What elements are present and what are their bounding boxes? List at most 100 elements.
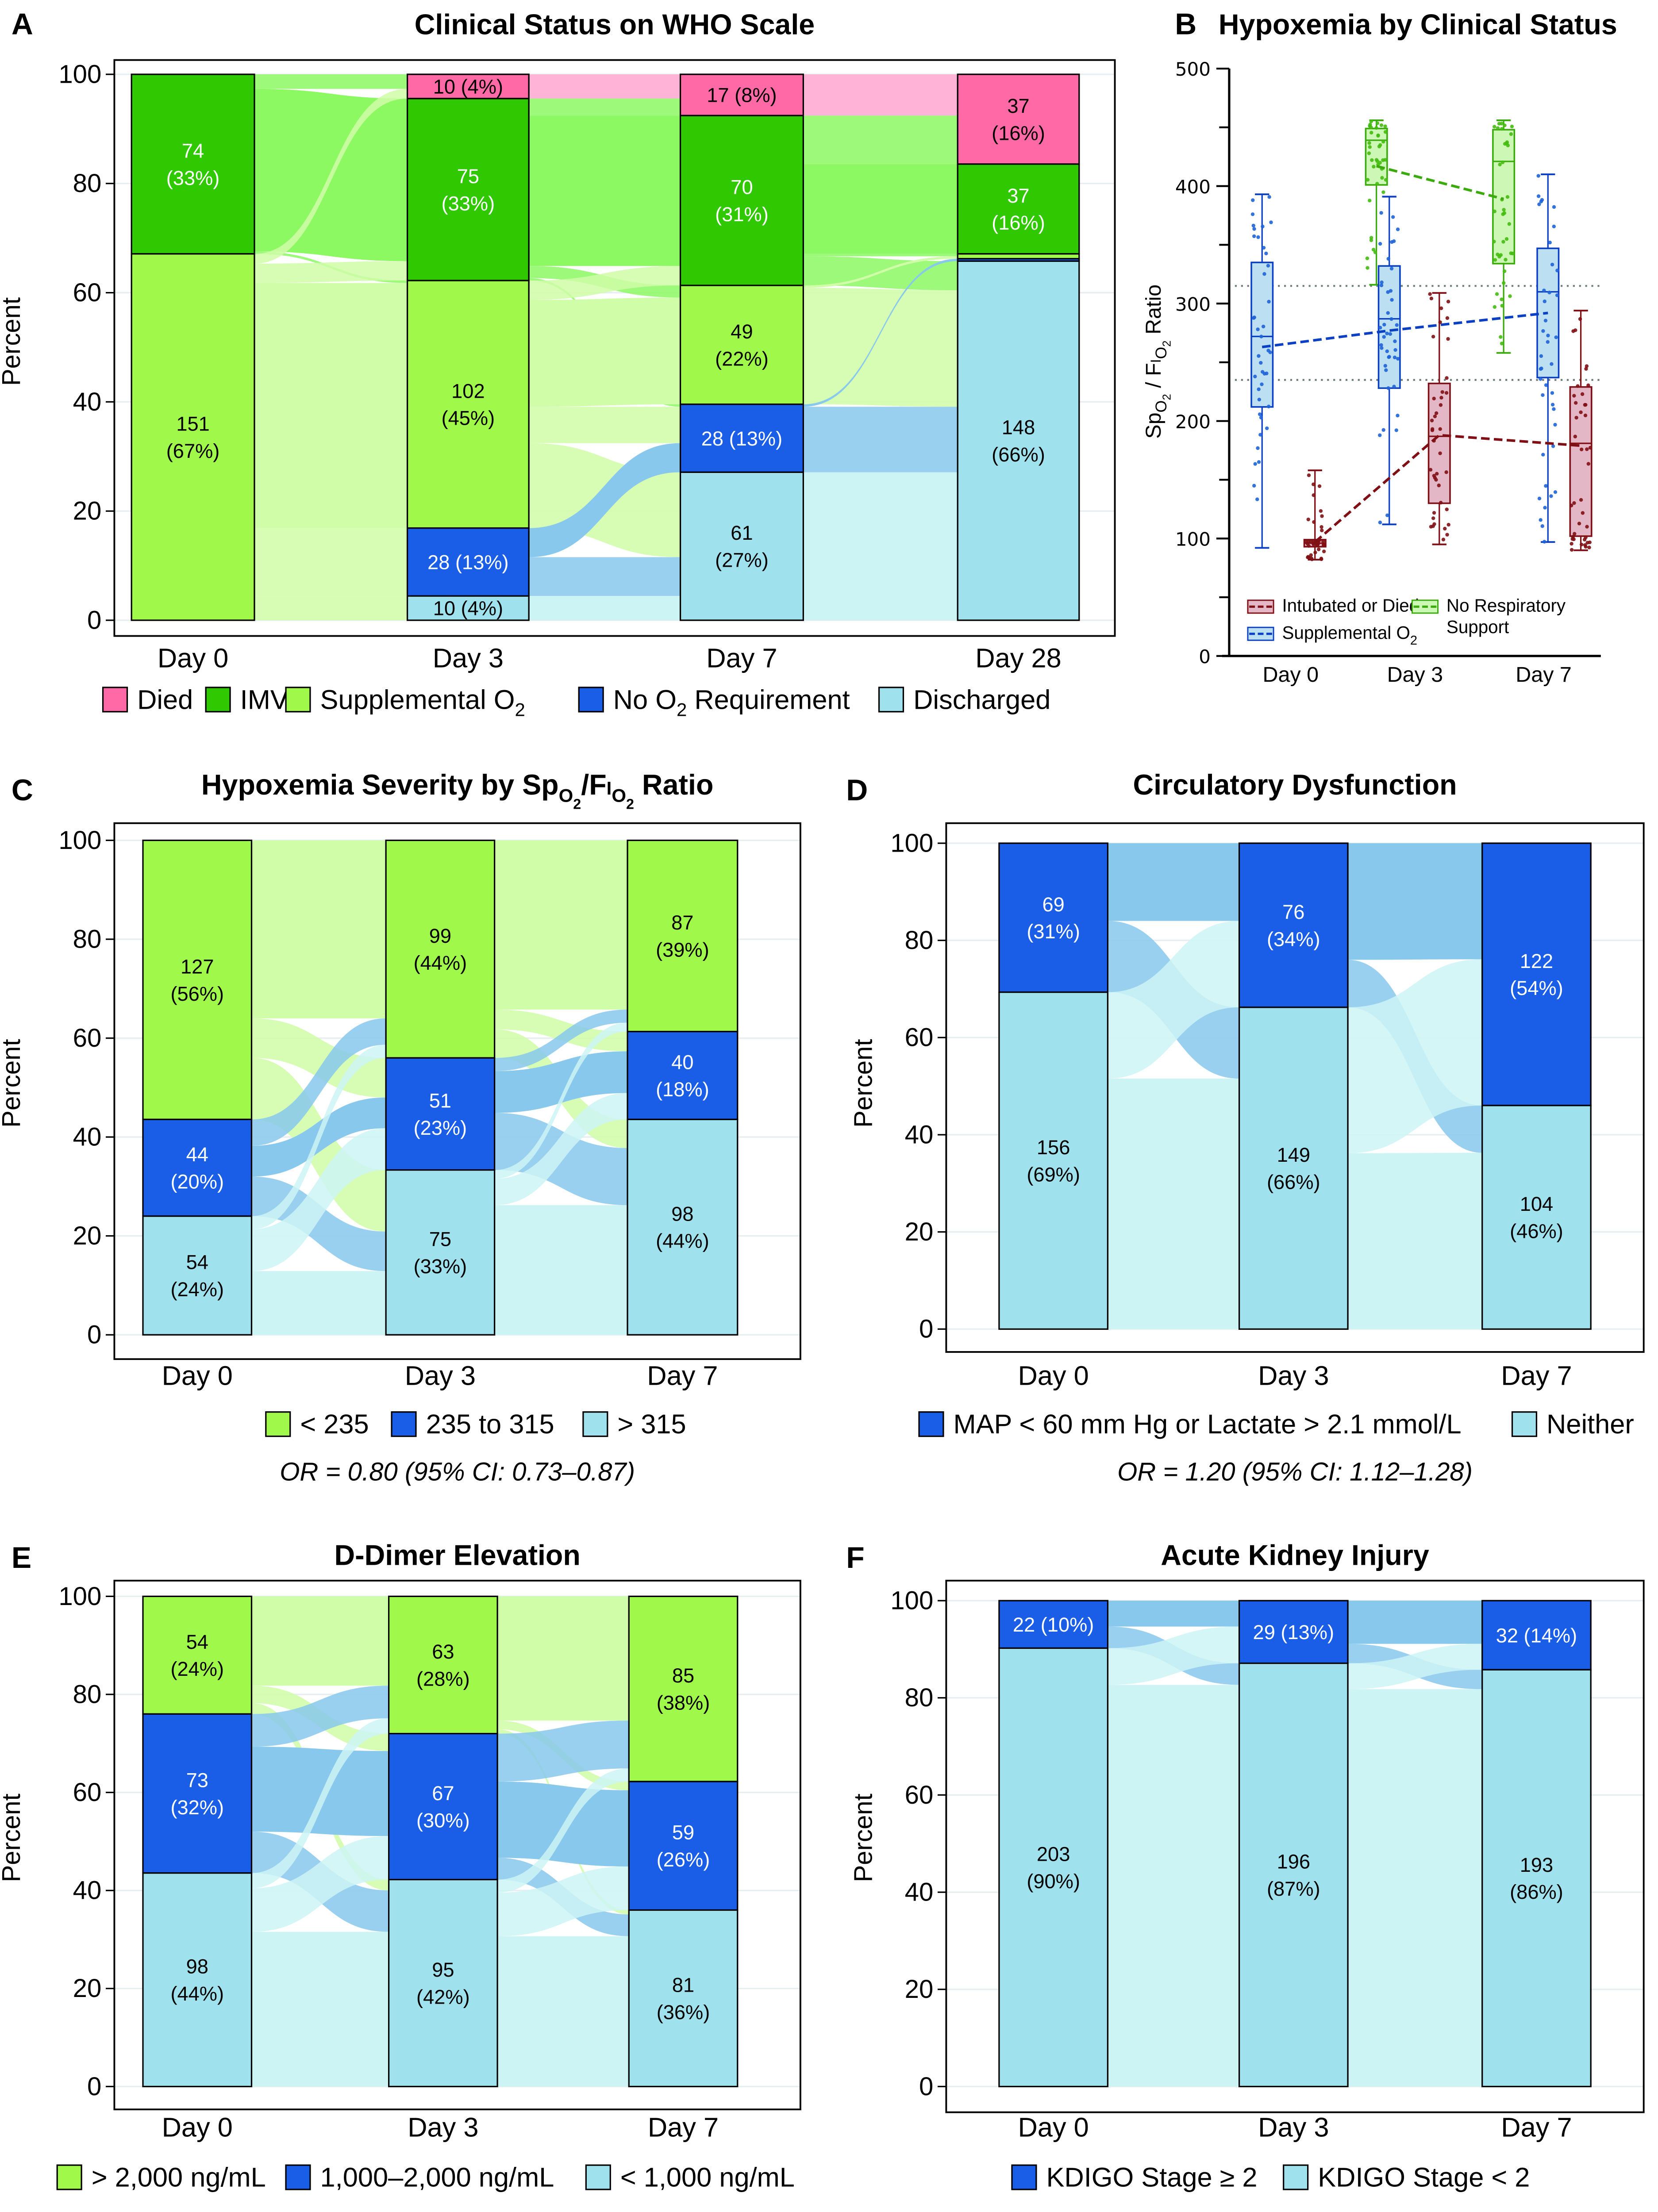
data-label: 28 (13%) xyxy=(701,427,782,450)
panel-label: E xyxy=(12,1541,31,1575)
data-point xyxy=(1579,498,1583,502)
y-tick-label: 0 xyxy=(919,2072,933,2101)
data-point xyxy=(1430,419,1434,422)
flow-no_o2-to-supp xyxy=(251,1686,389,1747)
data-point xyxy=(1539,518,1543,522)
bar-discharged-0 xyxy=(998,1647,1108,2088)
data-point xyxy=(1579,410,1583,415)
bar-discharged-1 xyxy=(1238,1663,1349,2088)
flow-no_o2-to-supp xyxy=(494,1010,628,1071)
legend-label: KDIGO Stage < 2 xyxy=(1318,2162,1530,2193)
bar-supp-2 xyxy=(628,1595,739,1782)
data-point xyxy=(1541,453,1545,457)
data-point xyxy=(1495,292,1499,296)
y-tick-label: 100 xyxy=(58,826,101,855)
data-point xyxy=(1309,557,1314,561)
data-label-line: (69%) xyxy=(1027,1163,1080,1186)
flow-discharged-to-no_o2 xyxy=(1108,921,1239,1079)
y-tick-label: 100 xyxy=(58,60,101,88)
data-point xyxy=(1493,209,1496,213)
data-label: 51 (23%) xyxy=(414,1089,467,1139)
data-label-line: 122 xyxy=(1520,950,1553,972)
legend-label: Supplemental O2 xyxy=(320,684,525,720)
data-label-line: 149 xyxy=(1277,1144,1310,1166)
data-point xyxy=(1573,434,1577,438)
flow-no_o2-to-no_o2 xyxy=(494,1051,628,1113)
data-point xyxy=(1257,460,1261,464)
data-point xyxy=(1583,413,1588,418)
data-label-line: 54 xyxy=(186,1251,208,1274)
data-label: 54 (24%) xyxy=(170,1631,224,1680)
data-point xyxy=(1500,122,1504,126)
y-tick-label: 0 xyxy=(87,2072,101,2101)
data-point xyxy=(1500,297,1504,301)
flow-supp-to-supp xyxy=(803,256,958,288)
data-point xyxy=(1549,494,1553,498)
x-axis: Day 0 Day 3 Day 7 xyxy=(162,2112,719,2143)
data-point xyxy=(1511,251,1515,256)
data-point xyxy=(1438,320,1442,324)
data-point xyxy=(1552,205,1556,209)
data-label-line: (24%) xyxy=(170,1658,224,1680)
data-point xyxy=(1555,293,1559,297)
y-axis-label: Percent xyxy=(0,1793,26,1882)
data-label-line: (36%) xyxy=(657,2001,710,2024)
data-label-line: 40 xyxy=(671,1051,693,1073)
y-tick-label: 40 xyxy=(73,1876,102,1905)
flow-supp-to-no_o2 xyxy=(251,1018,386,1098)
data-point xyxy=(1257,387,1261,392)
y-axis: 0 20 40 60 80 100 xyxy=(58,826,115,1349)
flow-no_o2-to-no_o2 xyxy=(803,258,958,407)
data-point xyxy=(1382,335,1386,339)
legend-text: 1,000–2,000 ng/mL xyxy=(320,2162,554,2193)
data-label-line: 203 xyxy=(1037,1843,1070,1865)
data-label: 151 (67%) xyxy=(166,412,220,462)
data-point xyxy=(1260,370,1265,374)
data-point xyxy=(1381,158,1385,162)
data-point xyxy=(1428,292,1432,296)
bar-no_o2-1 xyxy=(1238,842,1349,1008)
data-point xyxy=(1366,266,1369,270)
legend-label: > 315 xyxy=(617,1409,686,1440)
data-point xyxy=(1432,511,1436,515)
legend-swatch xyxy=(205,687,231,713)
data-point xyxy=(1569,503,1573,507)
flow-discharged-to-no_o2 xyxy=(497,1866,629,1936)
data-label-line: (90%) xyxy=(1027,1870,1080,1893)
legend-swatch xyxy=(918,1411,944,1437)
legend-text: Neither xyxy=(1546,1409,1634,1440)
x-tick-label: Day 3 xyxy=(405,1360,476,1391)
y-axis-label: Percent xyxy=(849,1793,877,1882)
ylabel-sub: 2 xyxy=(1161,394,1173,400)
data-point xyxy=(1267,300,1271,304)
data-label-line: (23%) xyxy=(414,1117,467,1139)
chart-title: Circulatory Dysfunction xyxy=(1133,769,1457,801)
data-point xyxy=(1264,251,1268,256)
box xyxy=(1365,127,1388,186)
data-label: 81 (36%) xyxy=(657,1974,710,2023)
y-axis: 0 20 40 60 80 100 xyxy=(890,829,946,1344)
data-point xyxy=(1445,316,1450,320)
data-point xyxy=(1544,383,1548,387)
x-tick-label: Day 0 xyxy=(1018,2112,1089,2143)
legend-label: IMV xyxy=(240,684,289,715)
data-point xyxy=(1446,337,1450,341)
data-label: 75 (33%) xyxy=(414,1228,467,1277)
title-sub: 2 xyxy=(626,796,634,812)
data-label: 127 (56%) xyxy=(170,955,224,1005)
data-point xyxy=(1505,195,1510,199)
data-point xyxy=(1366,178,1370,182)
data-label: 10 (4%) xyxy=(433,597,503,620)
data-point xyxy=(1500,342,1504,346)
data-point xyxy=(1379,283,1384,288)
legend-text: No Respiratory xyxy=(1446,595,1566,616)
y-axis: 0 20 40 60 80 100 xyxy=(890,1586,946,2101)
x-tick-label: Day 3 xyxy=(1258,2112,1329,2143)
data-point xyxy=(1306,517,1310,522)
data-point xyxy=(1379,343,1383,347)
bars: 127 (56%) 44 (20%) 54 (24%) 99 (44%) 51 (23%) 75 (3… xyxy=(142,839,739,1336)
bar-supp-1 xyxy=(406,280,530,529)
mean-trend-red xyxy=(1314,434,1581,543)
y-axis: 0 20 40 60 80 100 xyxy=(58,1582,115,2101)
y-tick-label: 0 xyxy=(87,606,101,634)
